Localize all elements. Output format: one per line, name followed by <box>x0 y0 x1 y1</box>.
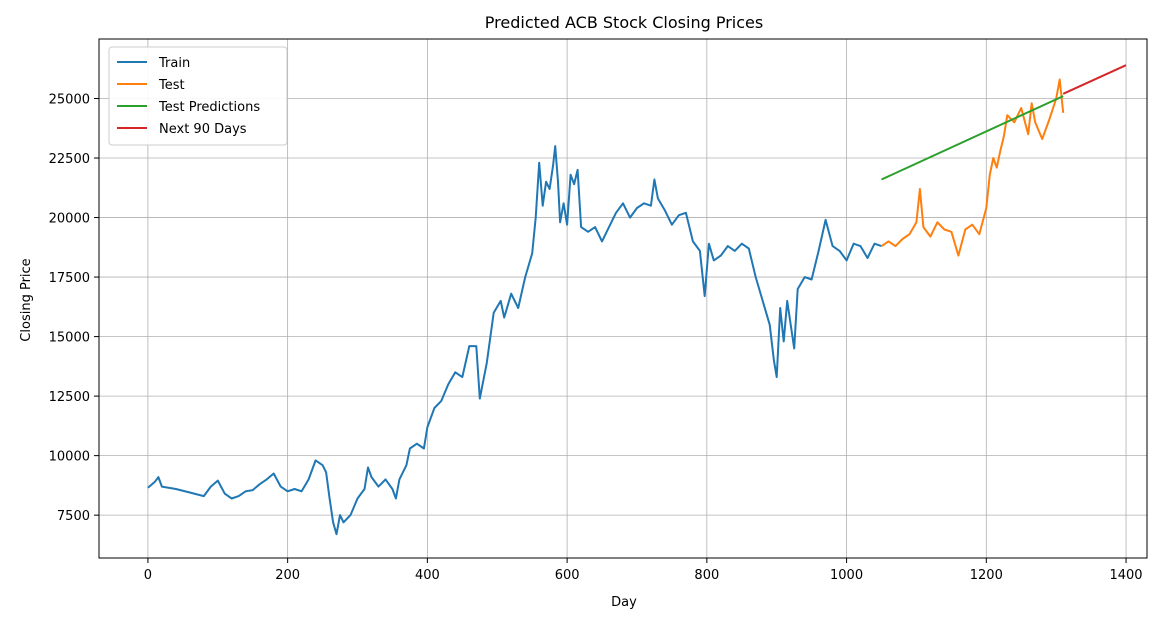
x-tick-label: 1400 <box>1109 568 1142 583</box>
legend-label: Test Predictions <box>158 100 260 115</box>
y-tick-label: 10000 <box>49 450 90 465</box>
y-tick-label: 22500 <box>49 152 90 167</box>
y-axis-ticks: 7500 10000 12500 15000 17500 20000 22500 25000 <box>49 93 99 524</box>
series-line-test <box>880 78 1065 257</box>
x-tick-label: 800 <box>694 568 719 583</box>
y-axis-label: Closing Price <box>19 258 34 341</box>
legend-label: Next 90 Days <box>159 122 247 137</box>
y-tick-label: 7500 <box>57 509 90 524</box>
x-axis-ticks: 0 200 400 600 800 1000 1200 1400 <box>144 558 1143 583</box>
x-tick-label: 0 <box>144 568 152 583</box>
legend-label: Train <box>158 56 190 71</box>
x-axis-label: Day <box>611 595 637 610</box>
y-tick-label: 15000 <box>49 331 90 346</box>
plot-frame <box>98 38 1148 559</box>
x-tick-label: 200 <box>275 568 300 583</box>
series-line-next-90-days <box>1062 64 1127 95</box>
legend: Train Test Test Predictions Next 90 Days <box>108 46 288 146</box>
x-tick-label: 1200 <box>970 568 1003 583</box>
legend-label: Test <box>158 78 185 93</box>
plot-series <box>147 64 1127 536</box>
grid-lines <box>99 39 1147 558</box>
y-tick-label: 17500 <box>49 271 90 286</box>
x-tick-label: 1000 <box>830 568 863 583</box>
y-tick-label: 12500 <box>49 390 90 405</box>
series-line-train <box>147 145 882 536</box>
y-tick-label: 25000 <box>49 93 90 108</box>
x-tick-label: 400 <box>415 568 440 583</box>
series-line-test-predictions <box>881 95 1064 181</box>
legend-box <box>108 46 288 146</box>
chart-title: Predicted ACB Stock Closing Prices <box>485 13 763 32</box>
x-tick-label: 600 <box>555 568 580 583</box>
y-tick-label: 20000 <box>49 212 90 227</box>
